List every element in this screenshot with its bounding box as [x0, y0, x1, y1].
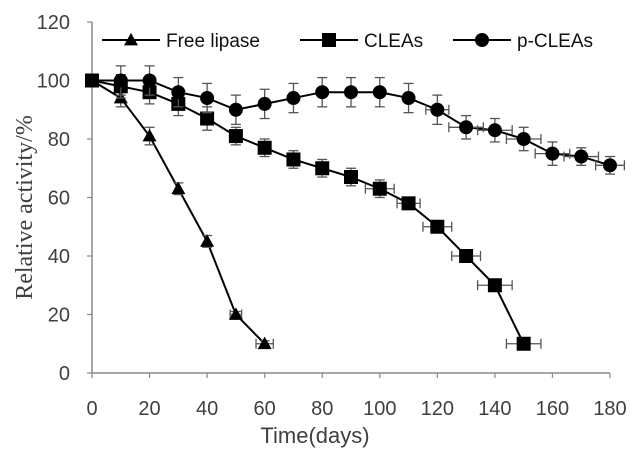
data-point-circle — [315, 85, 330, 100]
data-point-circle — [545, 146, 560, 161]
data-point-circle — [487, 123, 502, 138]
data-point-circle — [430, 102, 445, 117]
data-point-circle — [574, 149, 589, 164]
x-tick-label: 60 — [254, 398, 276, 420]
series-line — [91, 79, 525, 345]
data-point-circle — [459, 120, 474, 135]
data-point-square — [228, 129, 243, 144]
legend-label: p-CLEAs — [517, 31, 593, 52]
data-point-circle — [200, 91, 215, 106]
data-point-square — [344, 170, 358, 185]
legend-marker-circle — [475, 33, 489, 47]
data-point-circle — [142, 73, 157, 88]
series-circle — [85, 65, 626, 175]
data-point-square — [516, 336, 531, 351]
x-tick-label: 40 — [196, 398, 218, 420]
legend-label: Free lipase — [166, 31, 260, 52]
data-point-square — [487, 278, 502, 293]
y-tick-label: 20 — [48, 305, 70, 327]
data-point-square — [286, 152, 301, 167]
x-tick-label: 120 — [421, 398, 454, 420]
legend-marker-square — [322, 33, 336, 47]
series — [85, 65, 626, 351]
y-tick-label: 80 — [48, 129, 70, 151]
data-point-circle — [85, 73, 99, 88]
data-point-triangle — [171, 181, 186, 195]
data-point-circle — [228, 102, 243, 117]
y-tick-label: 60 — [48, 188, 70, 210]
data-point-square — [372, 181, 387, 196]
data-point-square — [315, 161, 330, 176]
data-point-square — [257, 140, 272, 155]
data-point-circle — [603, 158, 617, 173]
y-tick-label: 100 — [37, 71, 70, 93]
x-tick-label: 140 — [478, 398, 511, 420]
data-point-circle — [344, 85, 358, 100]
tick-labels: 0 20 40 60 80 100 120 140 160 180 0 20 40 60 80 100 120 — [37, 12, 627, 420]
x-tick-label: 180 — [593, 398, 626, 420]
y-tick-label: 120 — [37, 12, 70, 34]
data-point-square — [200, 111, 215, 126]
data-point-triangle — [200, 234, 215, 247]
data-point-circle — [516, 132, 531, 146]
data-point-circle — [113, 73, 128, 88]
data-point-circle — [171, 85, 186, 100]
series-triangle — [85, 73, 274, 350]
legend: Free lipase CLEAs p-CLEAs — [102, 31, 593, 52]
y-tick-label: 40 — [48, 246, 70, 268]
data-point-square — [430, 219, 445, 234]
x-tick-label: 20 — [138, 398, 160, 420]
axes — [91, 22, 610, 374]
data-point-circle — [257, 96, 272, 111]
data-point-triangle — [257, 336, 272, 350]
data-point-circle — [286, 91, 301, 106]
legend-item: CLEAs — [300, 31, 423, 52]
y-tick-label: 0 — [59, 363, 70, 385]
x-tick-label: 80 — [311, 398, 333, 420]
data-point-triangle — [142, 128, 157, 142]
series-square — [85, 73, 542, 351]
x-axis-title: Time(days) — [260, 423, 369, 448]
x-tick-label: 160 — [536, 398, 569, 420]
legend-item: p-CLEAs — [453, 31, 593, 52]
legend-marker-triangle — [124, 32, 138, 46]
data-point-square — [401, 196, 416, 211]
data-point-circle — [401, 91, 416, 106]
data-point-circle — [372, 85, 387, 100]
legend-item: Free lipase — [102, 31, 260, 52]
series-line — [91, 79, 266, 345]
data-point-square — [459, 249, 474, 263]
legend-label: CLEAs — [364, 31, 423, 52]
x-tick-label: 0 — [86, 398, 97, 420]
x-tick-label: 100 — [363, 398, 396, 420]
data-point-triangle — [228, 307, 243, 320]
y-axis-title: Relative activity/% — [12, 115, 38, 300]
